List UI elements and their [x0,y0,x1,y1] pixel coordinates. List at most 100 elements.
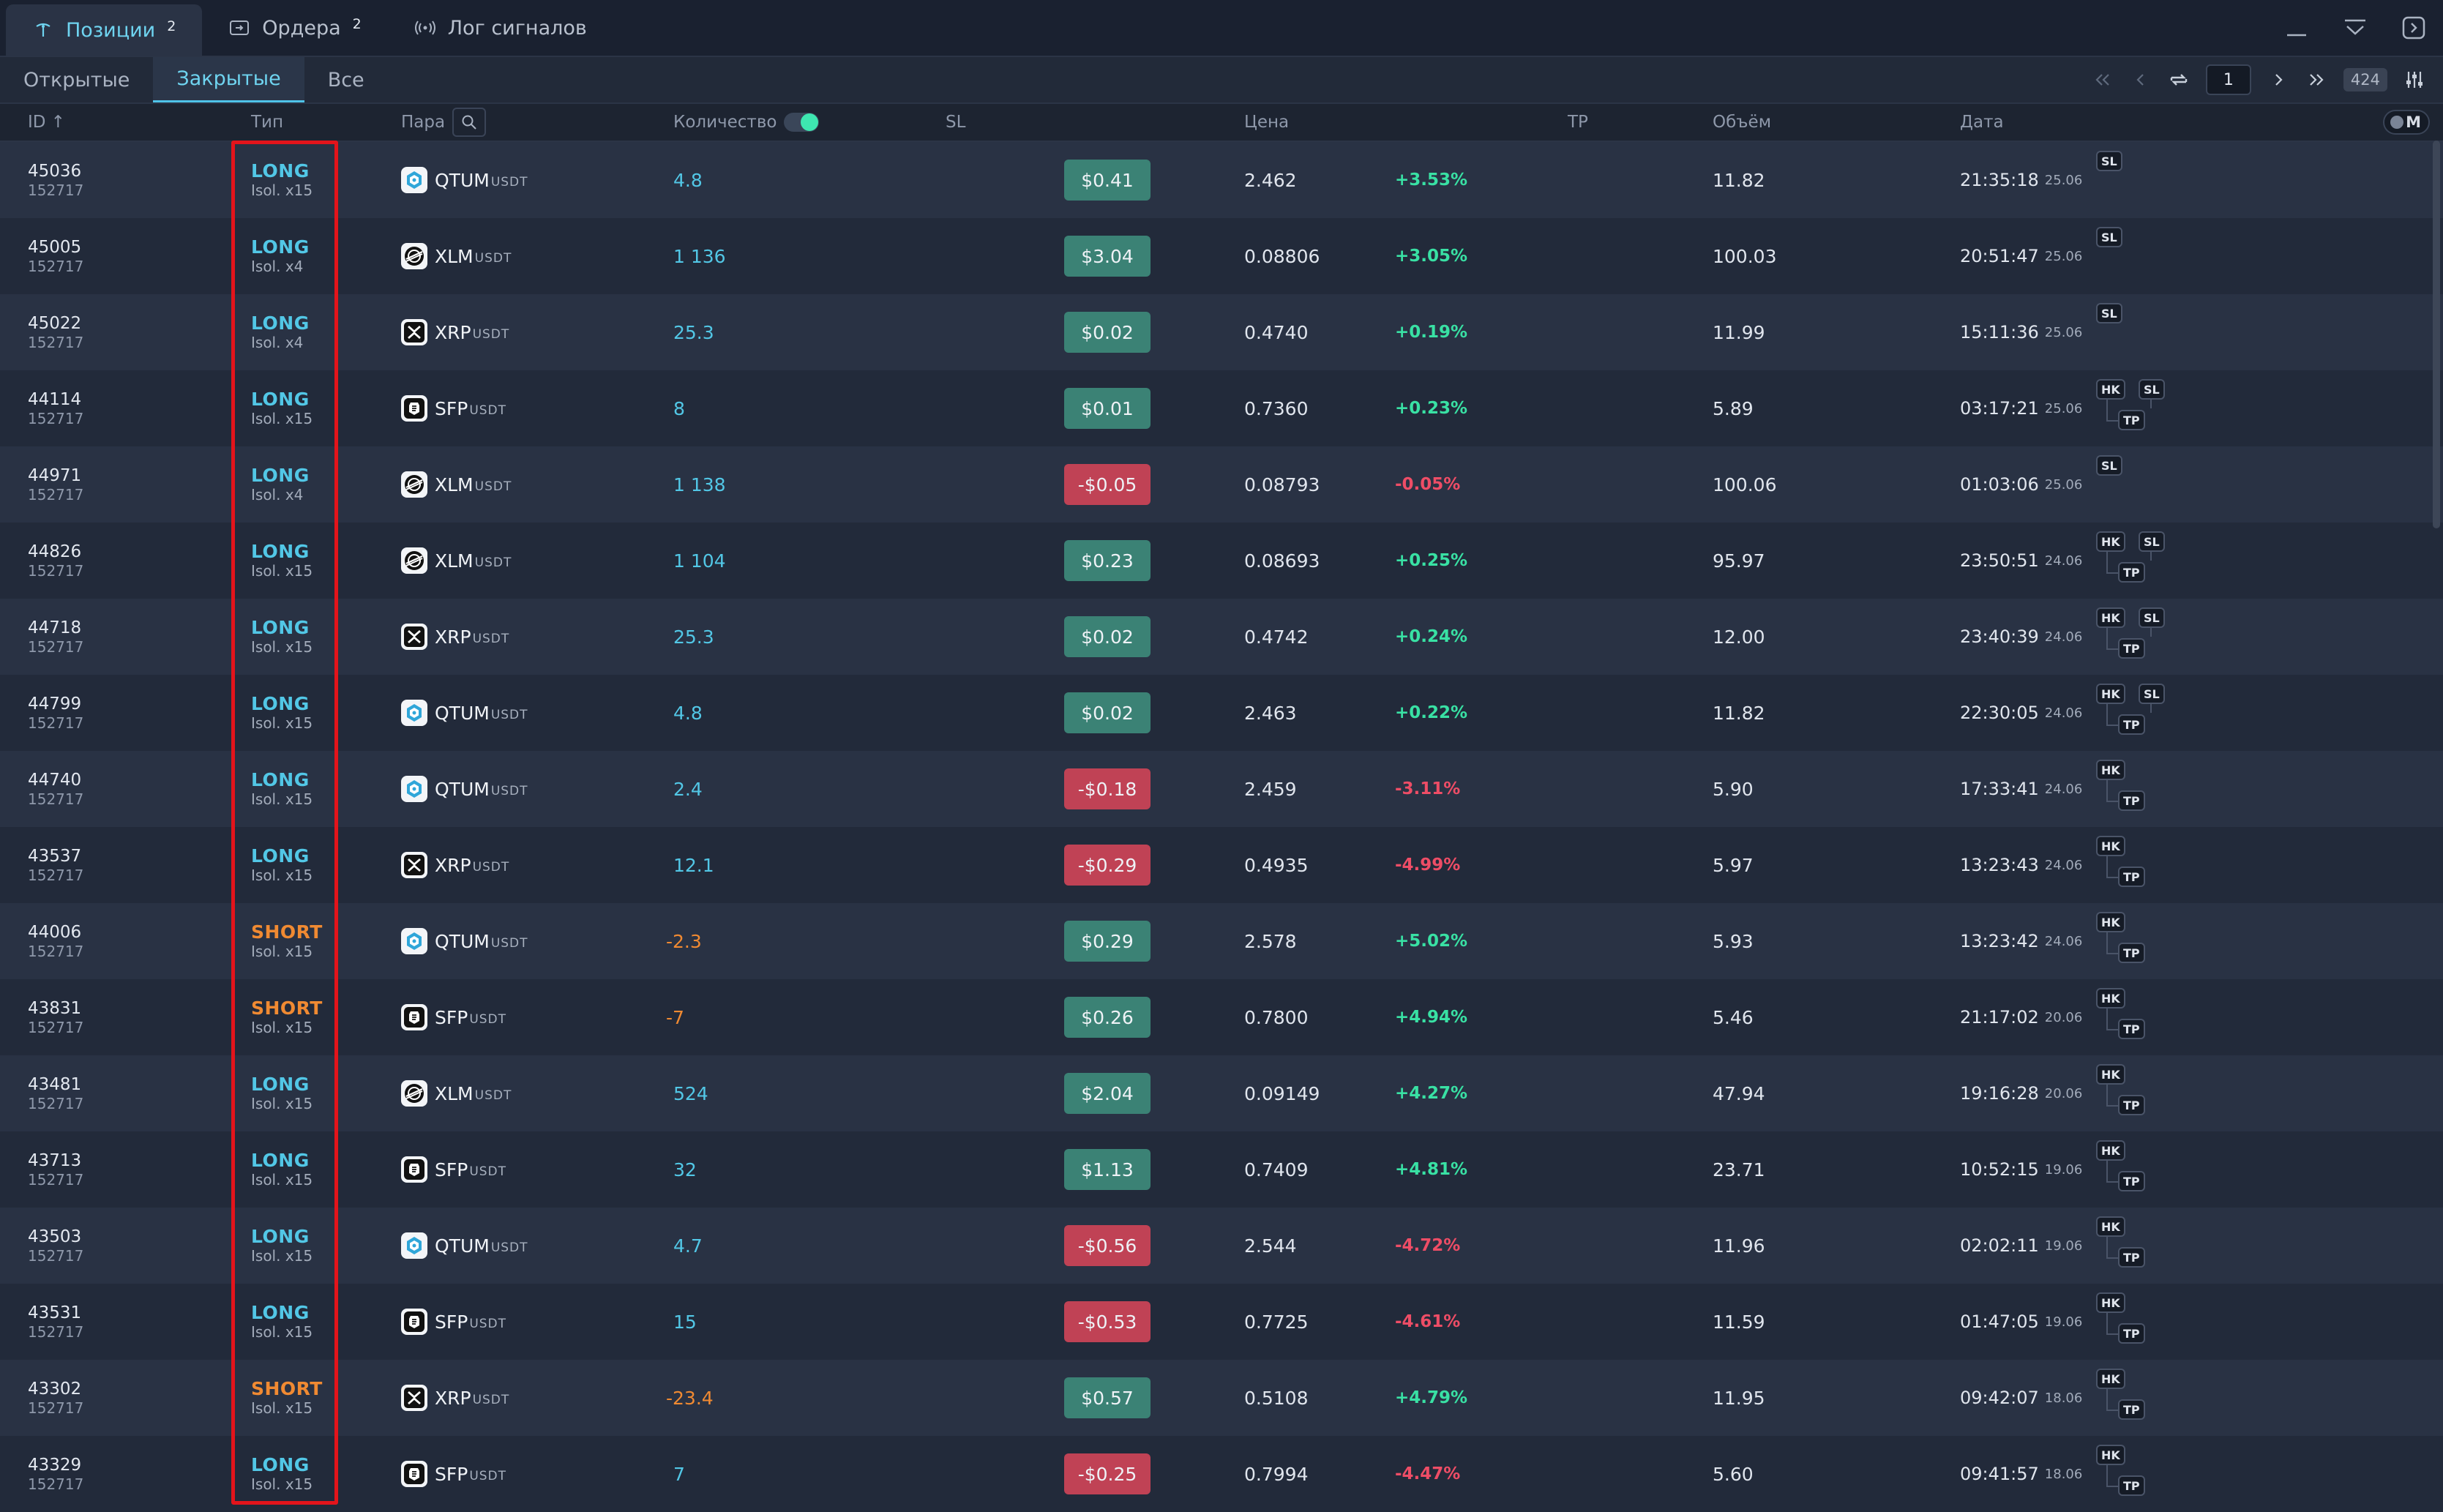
pair-cell[interactable]: SFP USDT [401,979,506,1055]
hk-tag[interactable]: HK [2096,1140,2125,1161]
hk-tag[interactable]: HK [2096,1369,2125,1389]
tp-tag[interactable]: TP [2118,714,2145,735]
hk-tag[interactable]: HK [2096,684,2125,704]
table-row[interactable]: 43531 152717 LONG Isol. x15 SFP USDT 15 -$0.53 0… [0,1284,2443,1360]
pair-cell[interactable]: SFP USDT [401,370,506,446]
pair-cell[interactable]: XRP USDT [401,1360,509,1436]
collapse-icon[interactable] [2342,15,2368,41]
tp-tag[interactable]: TP [2118,562,2145,583]
tp-tag[interactable]: TP [2118,1475,2145,1496]
table-row[interactable]: 43713 152717 LONG Isol. x15 SFP USDT 32 $1.13 0.… [0,1131,2443,1208]
table-row[interactable]: 43503 152717 LONG Isol. x15 QTUM USDT 4.7 -$0.5… [0,1208,2443,1284]
tab-positions[interactable]: Позиции 2 [6,4,203,56]
tp-tag[interactable]: TP [2118,1171,2145,1191]
expand-panel-icon[interactable] [2401,15,2427,41]
tab-orders[interactable]: Ордера 2 [202,0,387,56]
tp-tag[interactable]: TP [2118,790,2145,811]
table-row[interactable]: 45036 152717 LONG Isol. x15 QTUM USDT 4.8 $0.41… [0,142,2443,218]
tp-tag[interactable]: TP [2118,1019,2145,1039]
pair-quote: USDT [474,555,512,570]
mode-switch[interactable]: M [2383,110,2430,135]
sl-tag[interactable]: SL [2096,151,2122,171]
hk-tag[interactable]: HK [2096,1292,2125,1313]
pair-cell[interactable]: QTUM USDT [401,675,528,751]
tp-tag[interactable]: TP [2118,1399,2145,1420]
sl-tag[interactable]: SL [2139,531,2165,552]
tp-tag[interactable]: TP [2118,1323,2145,1344]
vertical-scrollbar[interactable] [2433,141,2440,528]
pair-cell[interactable]: XLM USDT [401,218,512,294]
sl-tag[interactable]: SL [2096,227,2122,247]
pair-cell[interactable]: XRP USDT [401,294,509,370]
hk-tag[interactable]: HK [2096,607,2125,628]
hk-tag[interactable]: HK [2096,988,2125,1008]
hk-tag[interactable]: HK [2096,379,2125,400]
pair-cell[interactable]: SFP USDT [401,1436,506,1512]
pair-cell[interactable]: QTUM USDT [401,142,528,218]
time-value: 21:35:18 [1960,170,2039,190]
subtab-closed[interactable]: Закрытые [153,57,304,102]
next-page-icon[interactable] [2267,69,2289,91]
hk-tag[interactable]: HK [2096,531,2125,552]
table-row[interactable]: 44971 152717 LONG Isol. x4 XLM USDT 1 138 -$0.0… [0,446,2443,523]
table-row[interactable]: 45005 152717 LONG Isol. x4 XLM USDT 1 136 $3.04… [0,218,2443,294]
hk-tag[interactable]: HK [2096,1064,2125,1085]
tp-tag[interactable]: TP [2118,410,2145,430]
pair-cell[interactable]: QTUM USDT [401,751,528,827]
table-row[interactable]: 44740 152717 LONG Isol. x15 QTUM USDT 2.4 -$0.1… [0,751,2443,827]
pair-cell[interactable]: SFP USDT [401,1131,506,1208]
col-qty-header: Количество [673,104,820,141]
tp-tag[interactable]: TP [2118,1247,2145,1268]
hk-tag[interactable]: HK [2096,836,2125,856]
first-page-icon[interactable] [2092,69,2114,91]
pair-cell[interactable]: QTUM USDT [401,903,528,979]
subtab-all[interactable]: Все [327,68,364,91]
pair-cell[interactable]: XLM USDT [401,523,512,599]
table-row[interactable]: 43537 152717 LONG Isol. x15 XRP USDT 12.1 -$0.2… [0,827,2443,903]
tp-tag[interactable]: TP [2118,1095,2145,1115]
pair-search-icon[interactable] [452,108,487,137]
order-tags: HK TP [2090,1360,2178,1436]
table-row[interactable]: 44826 152717 LONG Isol. x15 XLM USDT 1 104 $0.2… [0,523,2443,599]
pair-cell[interactable]: QTUM USDT [401,1208,528,1284]
pair-cell[interactable]: XLM USDT [401,446,512,523]
minimize-icon[interactable] [2283,15,2310,41]
pnl-percent: +4.79% [1395,1388,1468,1407]
hk-tag[interactable]: HK [2096,1445,2125,1465]
table-row[interactable]: 44718 152717 LONG Isol. x15 XRP USDT 25.3 $0.02… [0,599,2443,675]
hk-tag[interactable]: HK [2096,912,2125,932]
table-row[interactable]: 44799 152717 LONG Isol. x15 QTUM USDT 4.8 $0.02… [0,675,2443,751]
table-row[interactable]: 44114 152717 LONG Isol. x15 SFP USDT 8 $0.01 0.7… [0,370,2443,446]
last-page-icon[interactable] [2305,69,2327,91]
col-id-header[interactable]: ID ↑ [28,113,66,132]
prev-page-icon[interactable] [2130,69,2152,91]
pair-cell[interactable]: XLM USDT [401,1055,512,1131]
pair-cell[interactable]: XRP USDT [401,827,509,903]
hk-tag[interactable]: HK [2096,1216,2125,1237]
table-row[interactable]: 43831 152717 SHORT Isol. x15 SFP USDT -7 $0.26 0… [0,979,2443,1055]
refresh-icon[interactable] [2168,69,2190,91]
sl-tag[interactable]: SL [2096,303,2122,323]
tab-signal-log[interactable]: Лог сигналов [388,0,613,56]
table-row[interactable]: 44006 152717 SHORT Isol. x15 QTUM USDT -2.3 $0.… [0,903,2443,979]
table-row[interactable]: 43329 152717 LONG Isol. x15 SFP USDT 7 -$0.25 0.… [0,1436,2443,1512]
sl-tag[interactable]: SL [2139,684,2165,704]
sl-tag[interactable]: SL [2139,379,2165,400]
qty-toggle[interactable] [784,113,820,132]
column-settings-icon[interactable] [2403,69,2425,91]
page-number-input[interactable]: 1 [2205,64,2251,95]
pair-base: SFP [435,397,468,419]
account-id: 152717 [28,334,84,351]
sl-tag[interactable]: SL [2096,455,2122,476]
table-row[interactable]: 45022 152717 LONG Isol. x4 XRP USDT 25.3 $0.02 0… [0,294,2443,370]
hk-tag[interactable]: HK [2096,760,2125,780]
sl-tag[interactable]: SL [2139,607,2165,628]
pair-cell[interactable]: SFP USDT [401,1284,506,1360]
table-row[interactable]: 43302 152717 SHORT Isol. x15 XRP USDT -23.4 $0.… [0,1360,2443,1436]
tp-tag[interactable]: TP [2118,867,2145,887]
tp-tag[interactable]: TP [2118,638,2145,659]
pair-cell[interactable]: XRP USDT [401,599,509,675]
table-row[interactable]: 43481 152717 LONG Isol. x15 XLM USDT 524 $2.04 0… [0,1055,2443,1131]
subtab-open[interactable]: Открытые [23,68,130,91]
tp-tag[interactable]: TP [2118,943,2145,963]
